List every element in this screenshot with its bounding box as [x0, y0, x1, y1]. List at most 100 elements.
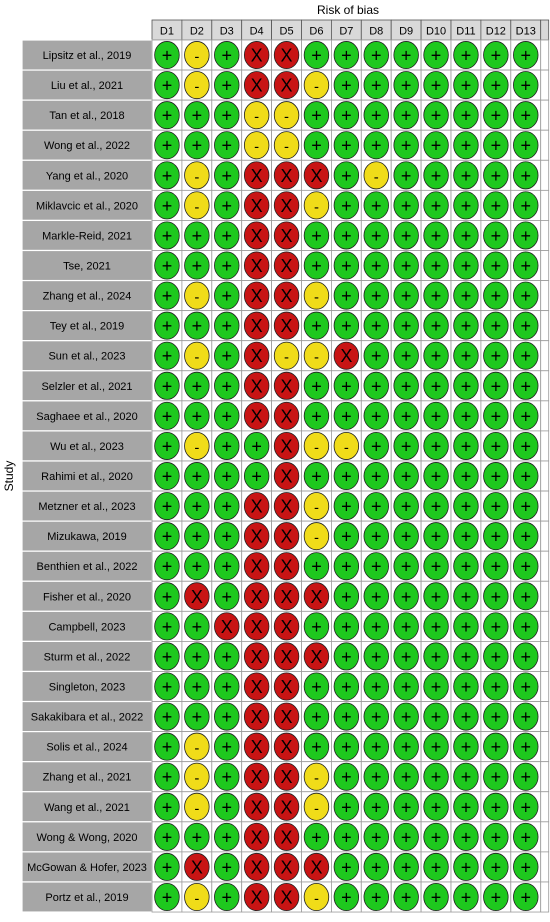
judgement-symbol: + [491, 497, 502, 517]
judgement-symbol: + [162, 887, 173, 907]
judgement-circle [273, 311, 300, 340]
judgement-circle [214, 702, 240, 731]
judgement-symbol: + [341, 647, 352, 667]
judgement-circle [423, 131, 449, 160]
judgement-circle [423, 792, 449, 821]
judgement-symbol: + [371, 196, 382, 216]
judgement-circle [154, 131, 180, 160]
judgement-circle [273, 341, 300, 370]
judgement-circle [333, 41, 360, 70]
judgement-circle [423, 732, 449, 761]
judgement-symbol: + [311, 376, 322, 396]
study-label: Metzner et al., 2023 [38, 501, 135, 513]
judgement-circle [333, 702, 360, 731]
judgement-circle [184, 552, 210, 581]
judgement-symbol: + [431, 527, 442, 547]
judgement-symbol: X [281, 316, 293, 336]
judgement-symbol: + [401, 166, 412, 186]
judgement-circle [393, 882, 419, 911]
judgement-symbol: + [431, 647, 442, 667]
judgement-circle [393, 161, 419, 190]
judgement-circle [483, 462, 509, 491]
judgement-circle [513, 341, 539, 370]
judgement-symbol: + [341, 527, 352, 547]
judgement-circle [303, 251, 330, 280]
judgement-circle [513, 401, 539, 430]
judgement-circle [393, 822, 419, 851]
judgement-circle [393, 101, 419, 130]
judgement-circle [243, 882, 270, 911]
judgement-symbol: + [491, 887, 502, 907]
study-label: Sturm et al., 2022 [44, 651, 131, 663]
judgement-symbol: + [162, 346, 173, 366]
judgement-symbol: + [401, 737, 412, 757]
judgement-circle [363, 371, 389, 400]
judgement-circle [243, 792, 270, 821]
judgement-symbol: + [162, 647, 173, 667]
judgement-symbol: X [281, 737, 293, 757]
judgement-circle [363, 822, 389, 851]
judgement-symbol: + [461, 497, 472, 517]
judgement-circle [243, 341, 270, 370]
judgement-symbol: + [520, 316, 531, 336]
judgement-symbol: + [162, 436, 173, 456]
judgement-circle [483, 672, 509, 701]
judgement-symbol: + [371, 707, 382, 727]
judgement-symbol: + [401, 587, 412, 607]
judgement-symbol: + [491, 316, 502, 336]
judgement-circle [393, 762, 419, 791]
judgement-circle [154, 492, 180, 521]
study-label-box [21, 430, 153, 462]
judgement-circle [214, 371, 240, 400]
judgement-circle [363, 522, 389, 551]
judgement-circle [273, 221, 300, 250]
judgement-circle [214, 431, 240, 460]
judgement-symbol: + [461, 376, 472, 396]
judgement-symbol: - [314, 500, 319, 517]
judgement-circle [333, 642, 360, 671]
judgement-grid: + - + X X + + + + + + + ++ - + X X - + + + + + + ++ + + - - + + + + + + + ++… [151, 39, 550, 913]
study-label: Solis et al., 2024 [46, 742, 127, 754]
judgement-symbol: + [311, 557, 322, 577]
judgement-symbol: - [254, 109, 259, 126]
judgement-circle [214, 161, 240, 190]
judgement-circle [483, 101, 509, 130]
judgement-symbol: + [192, 467, 203, 487]
judgement-symbol: + [371, 436, 382, 456]
domain-header-d8: D8 [369, 26, 383, 38]
judgement-circle [214, 672, 240, 701]
judgement-circle [214, 792, 240, 821]
judgement-symbol: + [520, 587, 531, 607]
judgement-circle [453, 822, 479, 851]
judgement-circle [363, 732, 389, 761]
study-label: Miklavcic et al., 2020 [36, 200, 138, 212]
judgement-circle [483, 582, 509, 611]
judgement-circle [363, 612, 389, 641]
judgement-circle [513, 702, 539, 731]
judgement-circle [483, 41, 509, 70]
judgement-symbol: + [341, 166, 352, 186]
judgement-circle [423, 311, 449, 340]
study-label-box [21, 159, 153, 191]
judgement-circle [243, 612, 270, 641]
judgement-symbol: + [162, 527, 173, 547]
judgement-circle [273, 71, 300, 100]
study-label-box [21, 370, 153, 402]
judgement-symbol: + [431, 346, 442, 366]
judgement-symbol: + [401, 316, 412, 336]
judgement-circle [483, 762, 509, 791]
judgement-circle [423, 281, 449, 310]
judgement-symbol: + [461, 587, 472, 607]
study-label: Yang et al., 2020 [46, 170, 128, 182]
judgement-symbol: + [401, 857, 412, 877]
judgement-circle [243, 161, 270, 190]
judgement-symbol: X [281, 46, 293, 66]
study-label: Campbell, 2023 [48, 621, 125, 633]
judgement-symbol: + [401, 707, 412, 727]
judgement-symbol: + [431, 196, 442, 216]
judgement-symbol: + [221, 166, 232, 186]
judgement-circle [453, 852, 479, 881]
judgement-symbol: - [344, 439, 349, 456]
judgement-circle [363, 762, 389, 791]
judgement-circle [184, 732, 210, 761]
